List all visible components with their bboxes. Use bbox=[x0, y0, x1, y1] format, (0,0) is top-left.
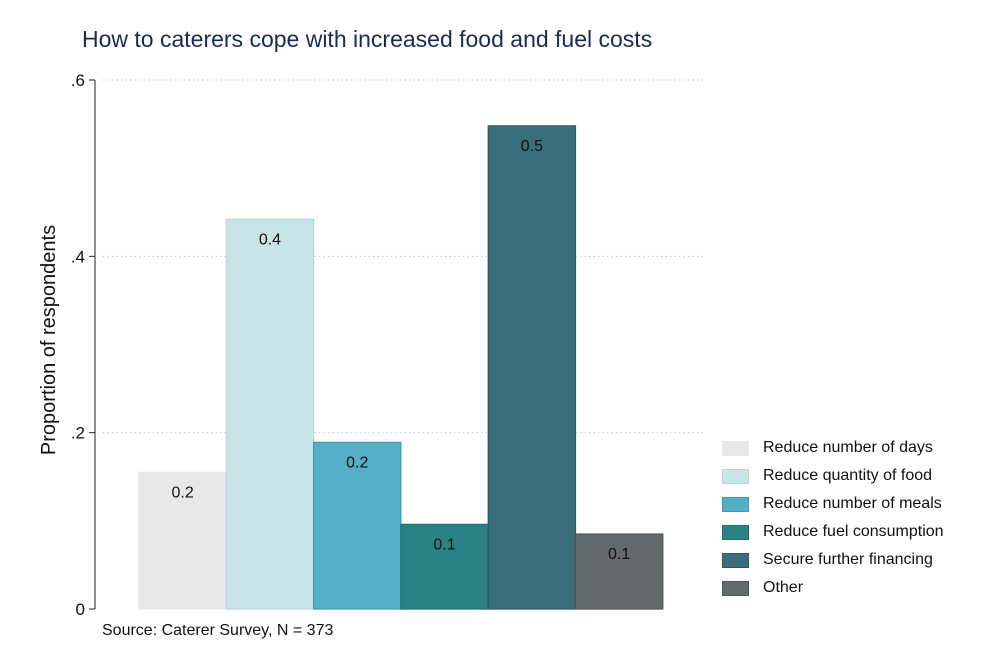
legend-swatch bbox=[722, 496, 749, 512]
legend-item: Other bbox=[722, 574, 944, 602]
legend-label: Reduce fuel consumption bbox=[763, 523, 944, 540]
legend-swatch bbox=[722, 580, 749, 596]
y-tick-label: .6 bbox=[71, 71, 85, 90]
source-note: Source: Caterer Survey, N = 373 bbox=[102, 622, 334, 639]
data-label: 0.2 bbox=[346, 454, 368, 471]
data-label: 0.2 bbox=[172, 484, 194, 501]
legend-label: Reduce number of meals bbox=[763, 495, 942, 512]
y-axis-label: Proportion of respondents bbox=[38, 225, 60, 455]
y-tick-label: .4 bbox=[71, 247, 85, 266]
y-tick-label: 0 bbox=[76, 600, 85, 619]
bar bbox=[400, 523, 489, 610]
data-label: 0.1 bbox=[608, 546, 630, 563]
bar bbox=[313, 441, 402, 610]
legend-item: Reduce fuel consumption bbox=[722, 518, 944, 546]
gridlines bbox=[103, 79, 705, 434]
legend: Reduce number of days Reduce quantity of … bbox=[722, 434, 944, 602]
data-label: 0.4 bbox=[259, 231, 281, 248]
data-label: 0.5 bbox=[521, 138, 543, 155]
legend-item: Reduce number of meals bbox=[722, 490, 944, 518]
legend-swatch bbox=[722, 468, 749, 484]
legend-label: Reduce number of days bbox=[763, 439, 933, 456]
bars bbox=[138, 125, 664, 610]
legend-item: Secure further financing bbox=[722, 546, 944, 574]
legend-label: Reduce quantity of food bbox=[763, 467, 933, 484]
bar bbox=[574, 533, 664, 610]
legend-item: Reduce quantity of food bbox=[722, 462, 944, 490]
legend-swatch bbox=[722, 552, 749, 568]
data-labels: 0.2 0.4 0.2 0.1 0.5 0.1 bbox=[172, 138, 631, 563]
legend-label: Other bbox=[763, 579, 804, 596]
legend-swatch bbox=[722, 524, 749, 540]
bar bbox=[138, 471, 227, 610]
bar bbox=[487, 125, 577, 610]
data-label: 0.1 bbox=[433, 536, 455, 553]
bar bbox=[225, 218, 315, 610]
y-tick-label: .2 bbox=[71, 424, 85, 443]
y-axis: 0 .2 .4 .6 bbox=[71, 71, 96, 619]
legend-item: Reduce number of days bbox=[722, 434, 944, 462]
legend-swatch bbox=[722, 440, 749, 456]
chart-title: How to caterers cope with increased food… bbox=[82, 26, 653, 52]
legend-label: Secure further financing bbox=[763, 551, 933, 568]
